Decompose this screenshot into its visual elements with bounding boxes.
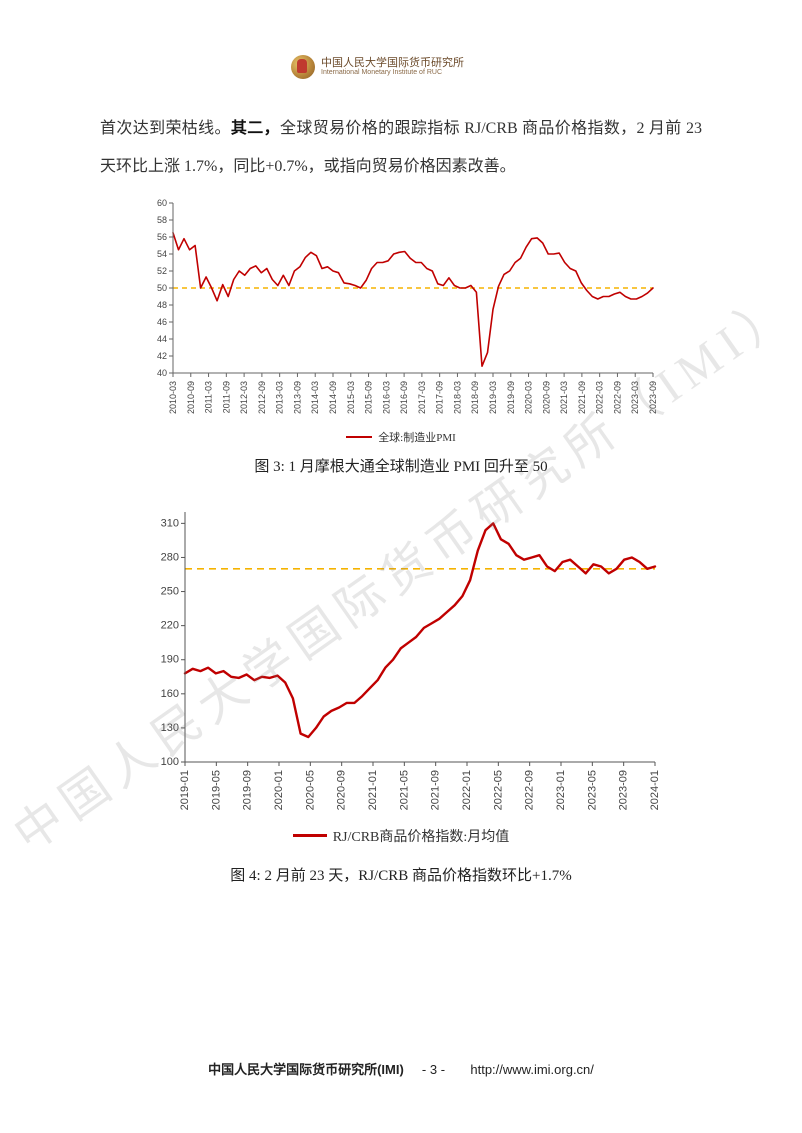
svg-text:220: 220 bbox=[161, 619, 179, 631]
svg-text:2019-05: 2019-05 bbox=[210, 770, 222, 810]
svg-text:2019-09: 2019-09 bbox=[506, 381, 516, 414]
svg-text:2012-03: 2012-03 bbox=[239, 381, 249, 414]
logo-icon bbox=[291, 55, 315, 79]
svg-text:280: 280 bbox=[161, 551, 179, 563]
svg-text:2014-03: 2014-03 bbox=[310, 381, 320, 414]
chart-1-legend-label: 全球:制造业PMI bbox=[378, 429, 456, 445]
svg-text:2020-01: 2020-01 bbox=[273, 770, 285, 810]
svg-text:2011-09: 2011-09 bbox=[221, 381, 231, 413]
svg-text:2014-09: 2014-09 bbox=[328, 381, 338, 414]
chart-2-legend-label: RJ/CRB商品价格指数:月均值 bbox=[333, 826, 510, 846]
svg-text:310: 310 bbox=[161, 517, 179, 529]
svg-text:2019-01: 2019-01 bbox=[179, 770, 191, 810]
svg-text:40: 40 bbox=[157, 368, 167, 378]
svg-text:2017-03: 2017-03 bbox=[417, 381, 427, 414]
svg-text:2018-03: 2018-03 bbox=[452, 381, 462, 414]
svg-text:48: 48 bbox=[157, 300, 167, 310]
svg-text:2024-01: 2024-01 bbox=[649, 770, 661, 810]
svg-text:2015-03: 2015-03 bbox=[346, 381, 356, 414]
svg-text:44: 44 bbox=[157, 334, 167, 344]
para1-pre: 首次达到荣枯线。 bbox=[100, 120, 231, 137]
svg-text:2019-03: 2019-03 bbox=[488, 381, 498, 414]
svg-text:2020-09: 2020-09 bbox=[336, 770, 348, 810]
svg-text:2022-09: 2022-09 bbox=[612, 381, 622, 414]
header-logo: 中国人民大学国际货币研究所 International Monetary Ins… bbox=[291, 55, 511, 79]
svg-text:58: 58 bbox=[157, 215, 167, 225]
chart-1-caption: 图 3: 1 月摩根大通全球制造业 PMI 回升至 50 bbox=[254, 455, 547, 476]
svg-text:2022-03: 2022-03 bbox=[595, 381, 605, 414]
svg-text:2021-09: 2021-09 bbox=[577, 381, 587, 414]
svg-text:2018-09: 2018-09 bbox=[470, 381, 480, 414]
svg-text:250: 250 bbox=[161, 585, 179, 597]
logo-text-cn: 中国人民大学国际货币研究所 bbox=[321, 57, 464, 69]
svg-text:2020-05: 2020-05 bbox=[304, 770, 316, 810]
chart-2: 100 130 160 190 220 250 280 310 2019-01 2019-05 20… bbox=[137, 506, 665, 818]
svg-text:2022-01: 2022-01 bbox=[461, 770, 473, 810]
svg-text:54: 54 bbox=[157, 249, 167, 259]
svg-text:2013-03: 2013-03 bbox=[275, 381, 285, 414]
svg-text:2021-01: 2021-01 bbox=[367, 770, 379, 810]
body-paragraph: 首次达到荣枯线。其二，全球贸易价格的跟踪指标 RJ/CRB 商品价格指数，2 月… bbox=[100, 110, 702, 187]
svg-text:2021-03: 2021-03 bbox=[559, 381, 569, 414]
svg-text:2023-03: 2023-03 bbox=[630, 381, 640, 414]
footer-page-sep-r: - bbox=[437, 1062, 445, 1077]
svg-text:50: 50 bbox=[157, 283, 167, 293]
para1-bold: 其二， bbox=[231, 120, 280, 137]
svg-text:2023-09: 2023-09 bbox=[618, 770, 630, 810]
logo-text-en: International Monetary Institute of RUC bbox=[321, 69, 464, 77]
svg-text:2010-03: 2010-03 bbox=[168, 381, 178, 414]
footer-org: 中国人民大学国际货币研究所(IMI) bbox=[208, 1062, 404, 1077]
svg-text:2023-09: 2023-09 bbox=[648, 381, 658, 414]
svg-text:2023-05: 2023-05 bbox=[586, 770, 598, 810]
svg-text:2011-03: 2011-03 bbox=[204, 381, 214, 413]
svg-text:2020-09: 2020-09 bbox=[541, 381, 551, 414]
chart-1-legend: 全球:制造业PMI bbox=[346, 429, 456, 445]
svg-text:2016-09: 2016-09 bbox=[399, 381, 409, 414]
svg-text:100: 100 bbox=[161, 756, 179, 768]
footer-page-sep-l: - bbox=[422, 1062, 430, 1077]
legend-line-icon bbox=[346, 436, 372, 438]
svg-text:2017-09: 2017-09 bbox=[435, 381, 445, 414]
svg-text:130: 130 bbox=[161, 722, 179, 734]
logo-text: 中国人民大学国际货币研究所 International Monetary Ins… bbox=[321, 57, 464, 77]
svg-text:2021-09: 2021-09 bbox=[430, 770, 442, 810]
svg-text:2015-09: 2015-09 bbox=[364, 381, 374, 414]
footer-page-number: 3 bbox=[430, 1062, 437, 1077]
svg-text:52: 52 bbox=[157, 266, 167, 276]
legend-line-icon bbox=[293, 834, 327, 837]
svg-text:2019-09: 2019-09 bbox=[242, 770, 254, 810]
footer-url: http://www.imi.org.cn/ bbox=[470, 1062, 594, 1077]
svg-text:2016-03: 2016-03 bbox=[381, 381, 391, 414]
svg-text:60: 60 bbox=[157, 198, 167, 208]
svg-text:2022-05: 2022-05 bbox=[492, 770, 504, 810]
svg-text:160: 160 bbox=[161, 688, 179, 700]
svg-text:2021-05: 2021-05 bbox=[398, 770, 410, 810]
svg-text:42: 42 bbox=[157, 351, 167, 361]
svg-text:2010-09: 2010-09 bbox=[186, 381, 196, 414]
page-footer: 中国人民大学国际货币研究所(IMI) - 3 - http://www.imi.… bbox=[0, 1059, 802, 1078]
svg-text:190: 190 bbox=[161, 654, 179, 666]
svg-text:46: 46 bbox=[157, 317, 167, 327]
svg-text:2023-01: 2023-01 bbox=[555, 770, 567, 810]
chart-1-container: 40 42 44 46 48 50 52 54 56 58 60 2010-03 2010-09 2011… bbox=[100, 197, 702, 476]
svg-text:2020-03: 2020-03 bbox=[524, 381, 534, 414]
svg-text:2022-09: 2022-09 bbox=[524, 770, 536, 810]
chart-2-caption: 图 4: 2 月前 23 天，RJ/CRB 商品价格指数环比+1.7% bbox=[230, 864, 571, 885]
chart-2-container: 100 130 160 190 220 250 280 310 2019-01 2019-05 20… bbox=[100, 506, 702, 885]
svg-text:2012-09: 2012-09 bbox=[257, 381, 267, 414]
chart-1: 40 42 44 46 48 50 52 54 56 58 60 2010-03 2010-09 2011… bbox=[139, 197, 663, 421]
svg-text:2013-09: 2013-09 bbox=[292, 381, 302, 414]
chart-2-legend: RJ/CRB商品价格指数:月均值 bbox=[293, 826, 510, 846]
svg-text:56: 56 bbox=[157, 232, 167, 242]
